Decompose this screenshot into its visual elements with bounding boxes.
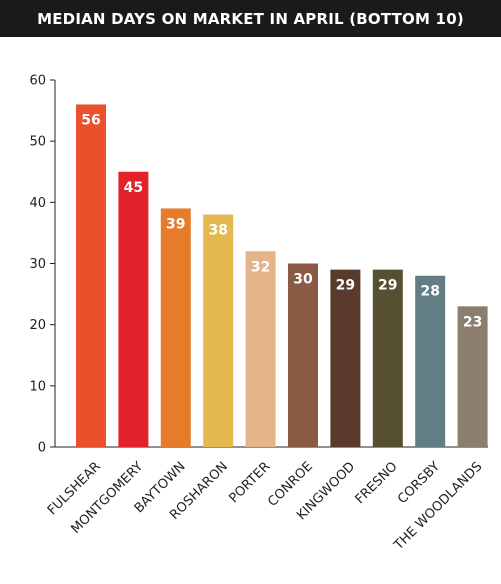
chart-title: MEDIAN DAYS ON MARKET IN APRIL (BOTTOM 1… — [37, 9, 464, 28]
bar — [118, 171, 149, 447]
y-tick-label: 10 — [29, 379, 46, 394]
chart-bars — [76, 104, 488, 447]
bar-value-label: 56 — [81, 112, 100, 128]
x-category-label: FRESNO — [353, 459, 401, 507]
bar-value-label: 28 — [420, 284, 439, 300]
bar — [245, 251, 276, 447]
y-tick-label: 50 — [29, 135, 46, 150]
y-tick-label: 40 — [29, 196, 46, 211]
bar — [160, 208, 191, 447]
bar — [457, 306, 488, 447]
bar-value-label: 30 — [293, 272, 313, 288]
bar-value-label: 32 — [251, 259, 270, 275]
y-tick-label: 20 — [29, 318, 46, 333]
bar — [203, 214, 234, 447]
x-category-label: MONTGOMERY — [68, 459, 146, 537]
bar-value-label: 45 — [124, 180, 143, 196]
bar — [288, 263, 318, 447]
y-tick-label: 60 — [29, 74, 46, 89]
y-tick-label: 0 — [38, 441, 46, 456]
bar-value-label: 38 — [208, 223, 227, 239]
bar-value-label: 23 — [463, 314, 482, 330]
bar — [76, 104, 106, 447]
bar-value-label: 39 — [166, 216, 185, 232]
bar-value-label: 29 — [378, 278, 397, 294]
bar-value-label: 29 — [336, 278, 355, 294]
chart-title-bar: MEDIAN DAYS ON MARKET IN APRIL (BOTTOM 1… — [0, 0, 501, 37]
bar — [372, 269, 403, 447]
bar — [415, 275, 446, 447]
y-tick-label: 30 — [29, 257, 46, 272]
bar — [330, 269, 361, 447]
